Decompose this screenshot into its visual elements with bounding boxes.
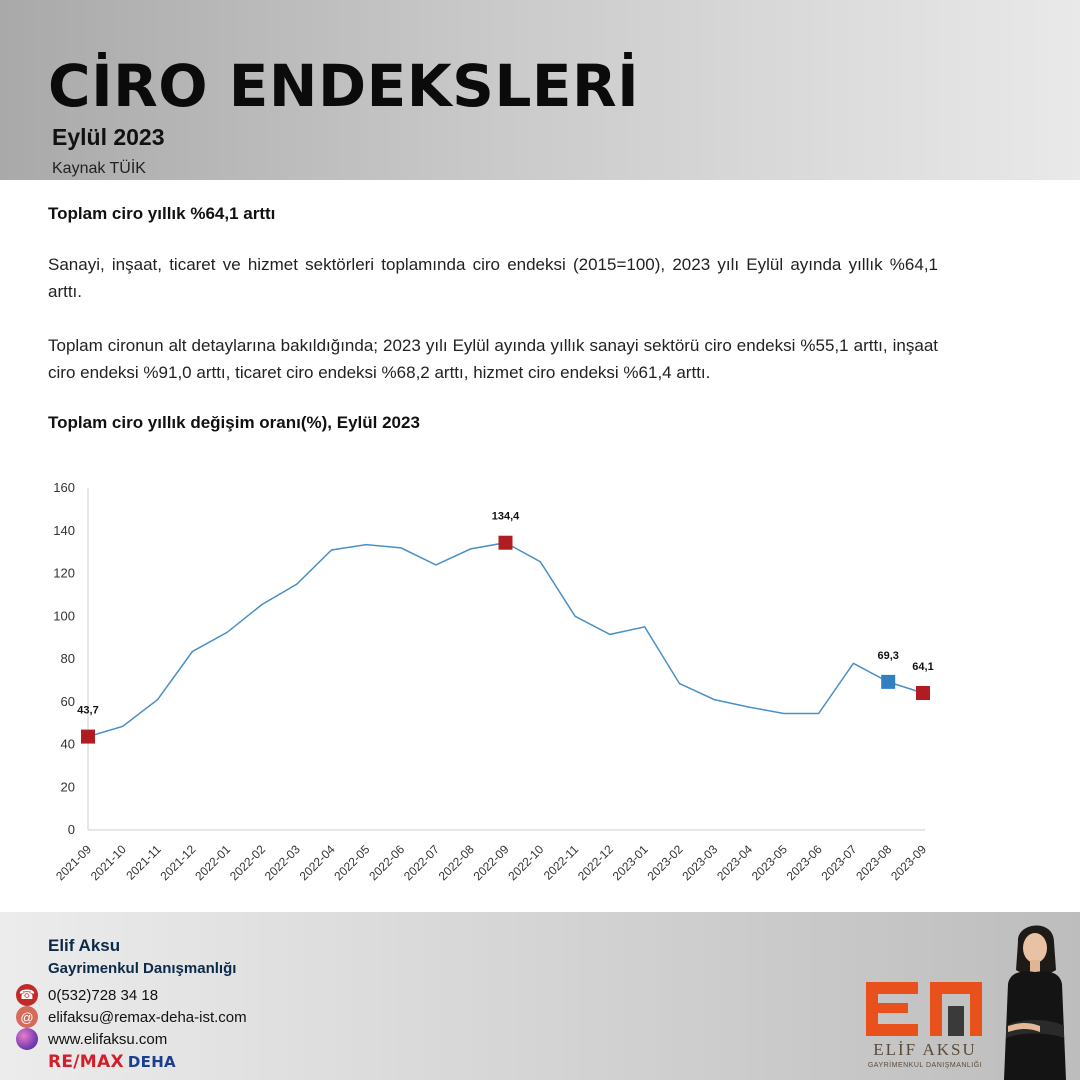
x-tick-label: 2022-11: [541, 842, 582, 883]
x-tick-label: 2021-10: [88, 842, 129, 883]
x-tick-label: 2023-06: [784, 842, 825, 883]
chart-title: Toplam ciro yıllık değişim oranı(%), Eyl…: [48, 413, 420, 432]
data-label: 64,1: [912, 661, 933, 673]
brand-tagline: GAYRİMENKUL DANIŞMANLIĞI: [867, 1062, 983, 1069]
x-tick-label: 2023-02: [645, 842, 686, 883]
agent-role: Gayrimenkul Danışmanlığı: [48, 960, 237, 977]
brand-wordmark: ELİF AKSU: [873, 1040, 977, 1059]
x-tick-label: 2023-04: [714, 842, 755, 883]
y-tick-label: 60: [61, 694, 75, 709]
x-tick-label: 2023-05: [749, 842, 790, 883]
x-tick-label: 2022-03: [262, 842, 303, 883]
x-tick-label: 2022-09: [471, 842, 512, 883]
x-tick-label: 2022-04: [297, 842, 338, 883]
y-tick-label: 20: [61, 779, 75, 794]
x-tick-label: 2023-09: [888, 842, 929, 883]
phone-number: 0(532)728 34 18: [48, 986, 159, 1004]
y-tick-label: 0: [68, 822, 75, 837]
agent-photo: [1004, 925, 1066, 1080]
x-tick-label: 2022-12: [575, 842, 616, 883]
y-tick-label: 40: [61, 737, 75, 752]
x-tick-label: 2022-02: [227, 842, 268, 883]
data-point-marker: [498, 535, 513, 550]
brand-monogram-icon: [866, 982, 982, 1036]
x-tick-label: 2023-08: [853, 842, 894, 883]
agent-name: Elif Aksu: [48, 936, 121, 955]
data-label: 43,7: [77, 705, 98, 717]
summary-paragraph: Sanayi, inşaat, ticaret ve hizmet sektör…: [48, 255, 938, 301]
x-tick-label: 2023-07: [818, 842, 859, 883]
y-tick-label: 100: [53, 608, 75, 623]
page-subtitle: Eylül 2023: [52, 124, 165, 150]
website-url: www.elifaksu.com: [48, 1030, 168, 1048]
series-line: [87, 541, 924, 738]
email-icon: @: [16, 1006, 38, 1028]
data-point-marker: [881, 674, 896, 689]
x-tick-label: 2022-05: [331, 842, 372, 883]
y-tick-label: 140: [53, 523, 75, 538]
data-point-marker: [81, 729, 95, 744]
page-title: CİRO ENDEKSLERİ: [48, 52, 640, 120]
x-tick-label: 2023-01: [610, 842, 651, 883]
x-tick-label: 2022-10: [505, 842, 546, 883]
email-address: elifaksu@remax-deha-ist.com: [48, 1008, 247, 1026]
line-chart: 0204060801001201401602021-092021-102021-…: [53, 480, 934, 883]
x-tick-label: 2022-01: [192, 842, 233, 883]
brand-logo: ELİF AKSU GAYRİMENKUL DANIŞMANLIĞI: [860, 978, 990, 1078]
phone-contact[interactable]: ☎ 0(532)728 34 18: [16, 984, 158, 1006]
globe-icon: [16, 1028, 38, 1050]
x-tick-label: 2022-08: [436, 842, 477, 883]
y-tick-label: 120: [53, 566, 75, 581]
headline: Toplam ciro yıllık %64,1 arttı: [48, 204, 276, 223]
detail-paragraph: Toplam cironun alt detaylarına bakıldığı…: [48, 336, 938, 382]
header-banner: CİRO ENDEKSLERİ Eylül 2023 Kaynak TÜİK: [0, 0, 1080, 180]
x-tick-label: 2021-12: [157, 842, 198, 883]
website-contact[interactable]: www.elifaksu.com: [16, 1028, 167, 1050]
source-label: Kaynak TÜİK: [52, 160, 146, 177]
data-point-marker: [916, 685, 930, 700]
x-tick-label: 2021-09: [53, 842, 94, 883]
x-tick-label: 2022-06: [366, 842, 407, 883]
y-tick-label: 160: [53, 480, 75, 495]
email-contact[interactable]: @ elifaksu@remax-deha-ist.com: [16, 1006, 247, 1028]
article-body: Toplam ciro yıllık %64,1 arttı Sanayi, i…: [48, 204, 938, 433]
remax-logo: RE/MAX DEHA: [48, 1052, 176, 1072]
y-tick-label: 80: [61, 651, 75, 666]
x-tick-label: 2023-03: [679, 842, 720, 883]
x-tick-label: 2022-07: [401, 842, 442, 883]
x-tick-label: 2021-11: [123, 842, 164, 883]
phone-icon: ☎: [16, 984, 38, 1006]
data-label: 134,4: [492, 511, 520, 523]
footer-contact: Elif Aksu Gayrimenkul Danışmanlığı ☎ 0(5…: [0, 912, 1080, 1080]
data-label: 69,3: [877, 650, 898, 662]
